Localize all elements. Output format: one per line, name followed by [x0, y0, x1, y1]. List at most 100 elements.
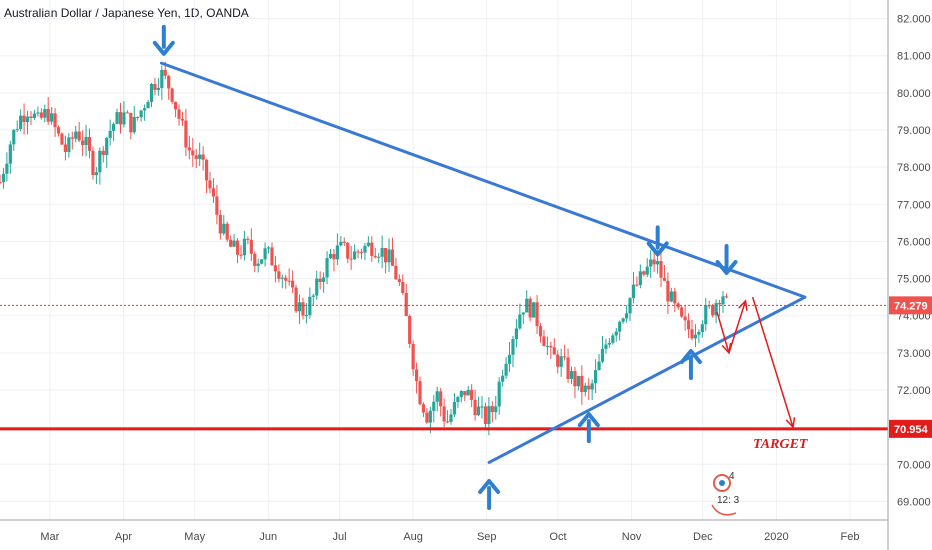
candle-body: [101, 150, 105, 155]
candle-body: [466, 389, 470, 396]
candle-body: [142, 108, 147, 111]
candle-body: [397, 279, 401, 283]
candle-body: [697, 331, 701, 335]
badge-top-count: 4: [729, 471, 735, 482]
candle-body: [94, 172, 98, 176]
candle-body: [576, 375, 580, 387]
up-arrow-icon: [577, 412, 600, 444]
badge-icon: [713, 474, 731, 492]
candle-body: [621, 318, 625, 322]
candle-body: [401, 282, 405, 294]
candle-body: [635, 284, 639, 286]
candle-body: [569, 371, 574, 379]
candle-body: [356, 251, 360, 253]
candle-body: [308, 296, 312, 316]
candle-body: [680, 307, 684, 317]
candle-body: [501, 375, 505, 382]
candle-body: [649, 259, 653, 267]
candle-body: [449, 414, 453, 422]
down-arrow-icon: [152, 24, 175, 56]
candle-body: [497, 381, 501, 407]
down-arrow-icon: [715, 244, 738, 275]
candle-body: [270, 247, 274, 266]
upper-trendline: [159, 61, 807, 299]
candle-body: [353, 251, 357, 260]
candle-body: [425, 412, 429, 423]
candle-body: [322, 277, 326, 282]
candle-body: [328, 254, 333, 259]
candle-body: [32, 113, 37, 118]
candle-body: [432, 401, 436, 411]
time-tick: Nov: [622, 531, 642, 543]
candle-body: [291, 280, 295, 288]
candle-body: [50, 113, 54, 122]
candle-body: [0, 182, 2, 183]
candle-body: [507, 354, 512, 364]
candle-body: [370, 242, 374, 256]
support-price-badge: 70.954: [889, 419, 932, 438]
candle-body: [215, 196, 219, 215]
candle-body: [125, 112, 129, 114]
candle-body: [201, 154, 205, 160]
candle-body: [70, 137, 74, 139]
candle-body: [490, 406, 494, 413]
candle-body: [525, 298, 529, 313]
candle-body: [256, 263, 260, 266]
candle-body: [36, 112, 40, 114]
candle-body: [225, 223, 229, 240]
time-axis[interactable]: Mar Apr May Jun Jul Aug Sep Oct Nov Dec 2020 Feb: [0, 519, 888, 543]
candle-body: [56, 127, 61, 134]
price-tick: 79.000: [897, 125, 931, 137]
candle-body: [418, 381, 422, 405]
candle-body: [583, 385, 587, 393]
candle-body: [442, 406, 446, 422]
candle-body: [690, 329, 694, 339]
price-badge-bg: [889, 419, 932, 438]
price-axis-labels: 74.279 70.954: [889, 296, 932, 438]
candle-body: [693, 334, 698, 339]
candle-body: [160, 69, 164, 88]
candle-body: [311, 295, 315, 297]
candle-body: [173, 101, 178, 110]
projection-target: [751, 296, 794, 428]
price-tick: 80.000: [897, 88, 931, 100]
arrow-head: [679, 349, 702, 364]
candle-body: [559, 356, 563, 367]
candle-body: [242, 238, 247, 256]
candle-body: [163, 69, 167, 76]
candle-body: [614, 331, 618, 336]
candle-body: [538, 326, 543, 337]
candle-body: [411, 343, 415, 370]
candle-body: [349, 258, 353, 260]
time-tick: May: [184, 531, 205, 543]
candle-body: [294, 287, 298, 312]
price-axis[interactable]: 82.000 81.000 80.000 79.000 78.000 77.000 76.0…: [887, 0, 931, 550]
candle-body: [208, 180, 212, 189]
badge-swirl-icon: [711, 504, 737, 516]
candle-body: [590, 383, 594, 390]
triangle-trendlines[interactable]: [159, 61, 807, 464]
candle-body: [686, 320, 691, 330]
last-price-badge: 74.279: [889, 296, 932, 315]
tradingview-badge[interactable]: 4 12: 3: [711, 471, 740, 516]
candle-body: [359, 251, 364, 253]
candle-body: [266, 247, 271, 249]
candle-body: [105, 137, 109, 155]
candle-body: [514, 328, 519, 340]
candle-body: [53, 113, 57, 128]
candle-body: [721, 296, 725, 305]
candle-body: [549, 345, 553, 348]
candle-body: [63, 144, 68, 152]
chart-title: Australian Dollar / Japanese Yen, 1D, OA…: [4, 6, 249, 20]
projection-arrowhead: [721, 342, 732, 355]
candle-body: [470, 389, 474, 400]
candle-body: [594, 370, 598, 384]
candle-body: [204, 159, 209, 181]
candle-body: [511, 339, 515, 355]
candle-body: [556, 354, 560, 367]
projection-path[interactable]: [716, 296, 796, 429]
candle-body: [232, 240, 236, 247]
candle-body: [624, 313, 629, 319]
candle-body: [580, 375, 584, 393]
